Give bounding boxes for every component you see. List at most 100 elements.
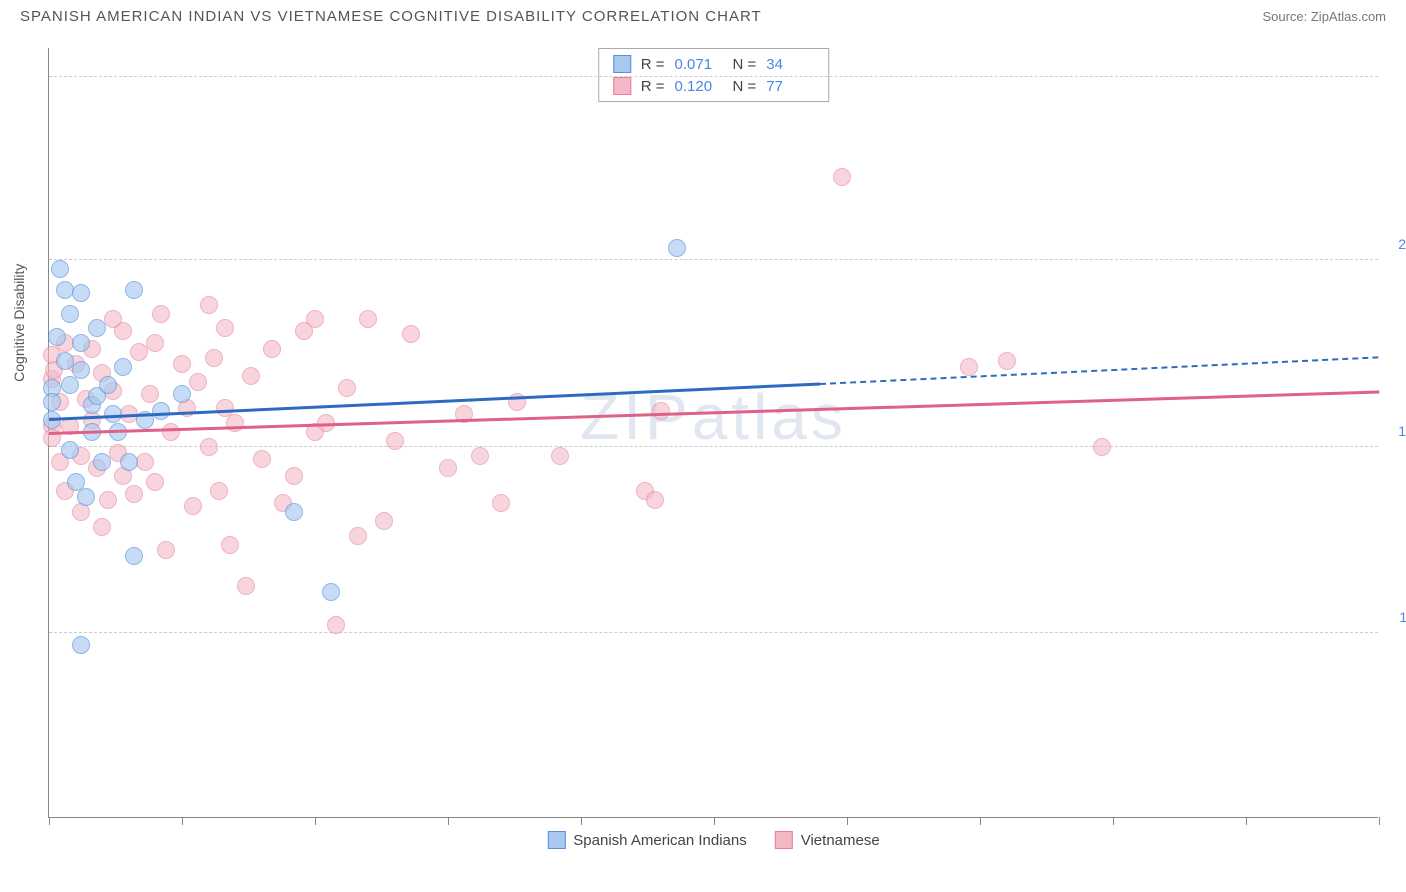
viet-point: [141, 385, 159, 403]
sai-point: [152, 402, 170, 420]
viet-point: [833, 168, 851, 186]
viet-point: [200, 438, 218, 456]
viet-point: [184, 497, 202, 515]
gridline: [49, 76, 1378, 77]
viet-point: [146, 473, 164, 491]
sai-point: [125, 281, 143, 299]
sai-point: [99, 376, 117, 394]
viet-point: [216, 399, 234, 417]
sai-point: [285, 503, 303, 521]
sai-point: [88, 319, 106, 337]
viet-point: [960, 358, 978, 376]
x-tick: [1113, 817, 1114, 825]
legend-item-viet: Vietnamese: [775, 831, 880, 849]
sai-point: [61, 305, 79, 323]
sai-point: [322, 583, 340, 601]
viet-point: [104, 310, 122, 328]
y-axis-label: Cognitive Disability: [11, 263, 27, 381]
r-value-sai: 0.071: [675, 56, 723, 73]
n-label: N =: [733, 78, 757, 95]
viet-point: [646, 491, 664, 509]
sai-point: [93, 453, 111, 471]
viet-point: [130, 343, 148, 361]
viet-point: [439, 459, 457, 477]
x-tick: [315, 817, 316, 825]
viet-point: [375, 512, 393, 530]
n-value-viet: 77: [766, 78, 814, 95]
viet-point: [402, 325, 420, 343]
viet-point: [1093, 438, 1111, 456]
stats-row-sai: R = 0.071 N = 34: [613, 53, 815, 75]
sai-point: [125, 547, 143, 565]
viet-point: [99, 491, 117, 509]
viet-point: [237, 577, 255, 595]
viet-point: [173, 355, 191, 373]
sai-point: [51, 260, 69, 278]
viet-point: [136, 453, 154, 471]
sai-point: [120, 453, 138, 471]
sai-point: [61, 376, 79, 394]
viet-point: [285, 467, 303, 485]
viet-point: [157, 541, 175, 559]
viet-point: [216, 319, 234, 337]
viet-point: [205, 349, 223, 367]
gridline: [49, 632, 1378, 633]
swatch-sai: [613, 55, 631, 73]
x-tick: [581, 817, 582, 825]
viet-point: [162, 423, 180, 441]
trend-line-sai: [49, 382, 821, 420]
viet-point: [146, 334, 164, 352]
viet-point: [221, 536, 239, 554]
source-attribution: Source: ZipAtlas.com: [1262, 9, 1386, 24]
x-tick: [182, 817, 183, 825]
sai-point: [173, 385, 191, 403]
viet-point: [349, 527, 367, 545]
viet-point: [306, 310, 324, 328]
viet-point: [327, 616, 345, 634]
viet-point: [253, 450, 271, 468]
x-tick: [1379, 817, 1380, 825]
legend-label-viet: Vietnamese: [801, 832, 880, 849]
x-tick: [448, 817, 449, 825]
viet-point: [210, 482, 228, 500]
sai-point: [48, 328, 66, 346]
viet-point: [263, 340, 281, 358]
gridline: [49, 259, 1378, 260]
viet-point: [93, 518, 111, 536]
viet-point: [551, 447, 569, 465]
n-value-sai: 34: [766, 56, 814, 73]
sai-point: [61, 441, 79, 459]
viet-point: [189, 373, 207, 391]
sai-point: [114, 358, 132, 376]
x-tick: [49, 817, 50, 825]
x-tick: [1246, 817, 1247, 825]
stats-row-viet: R = 0.120 N = 77: [613, 75, 815, 97]
viet-point: [471, 447, 489, 465]
viet-point: [998, 352, 1016, 370]
x-tick: [980, 817, 981, 825]
viet-point: [125, 485, 143, 503]
viet-point: [226, 414, 244, 432]
viet-point: [492, 494, 510, 512]
y-tick-label: 23.8%: [1383, 236, 1406, 252]
x-tick: [714, 817, 715, 825]
gridline: [49, 446, 1378, 447]
chart-title: SPANISH AMERICAN INDIAN VS VIETNAMESE CO…: [20, 8, 762, 25]
trend-line-viet: [49, 391, 1379, 435]
n-label: N =: [733, 56, 757, 73]
viet-point: [386, 432, 404, 450]
swatch-viet: [613, 77, 631, 95]
r-value-viet: 0.120: [675, 78, 723, 95]
sai-point: [72, 636, 90, 654]
series-legend: Spanish American Indians Vietnamese: [547, 831, 879, 849]
title-bar: SPANISH AMERICAN INDIAN VS VIETNAMESE CO…: [0, 0, 1406, 29]
viet-point: [359, 310, 377, 328]
y-tick-label: 17.5%: [1383, 423, 1406, 439]
viet-point: [152, 305, 170, 323]
sai-point: [72, 361, 90, 379]
scatter-plot-area: ZIPatlas Cognitive Disability R = 0.071 …: [48, 48, 1378, 818]
r-label: R =: [641, 56, 665, 73]
y-tick-label: 11.2%: [1383, 609, 1406, 625]
viet-point: [242, 367, 260, 385]
legend-item-sai: Spanish American Indians: [547, 831, 746, 849]
